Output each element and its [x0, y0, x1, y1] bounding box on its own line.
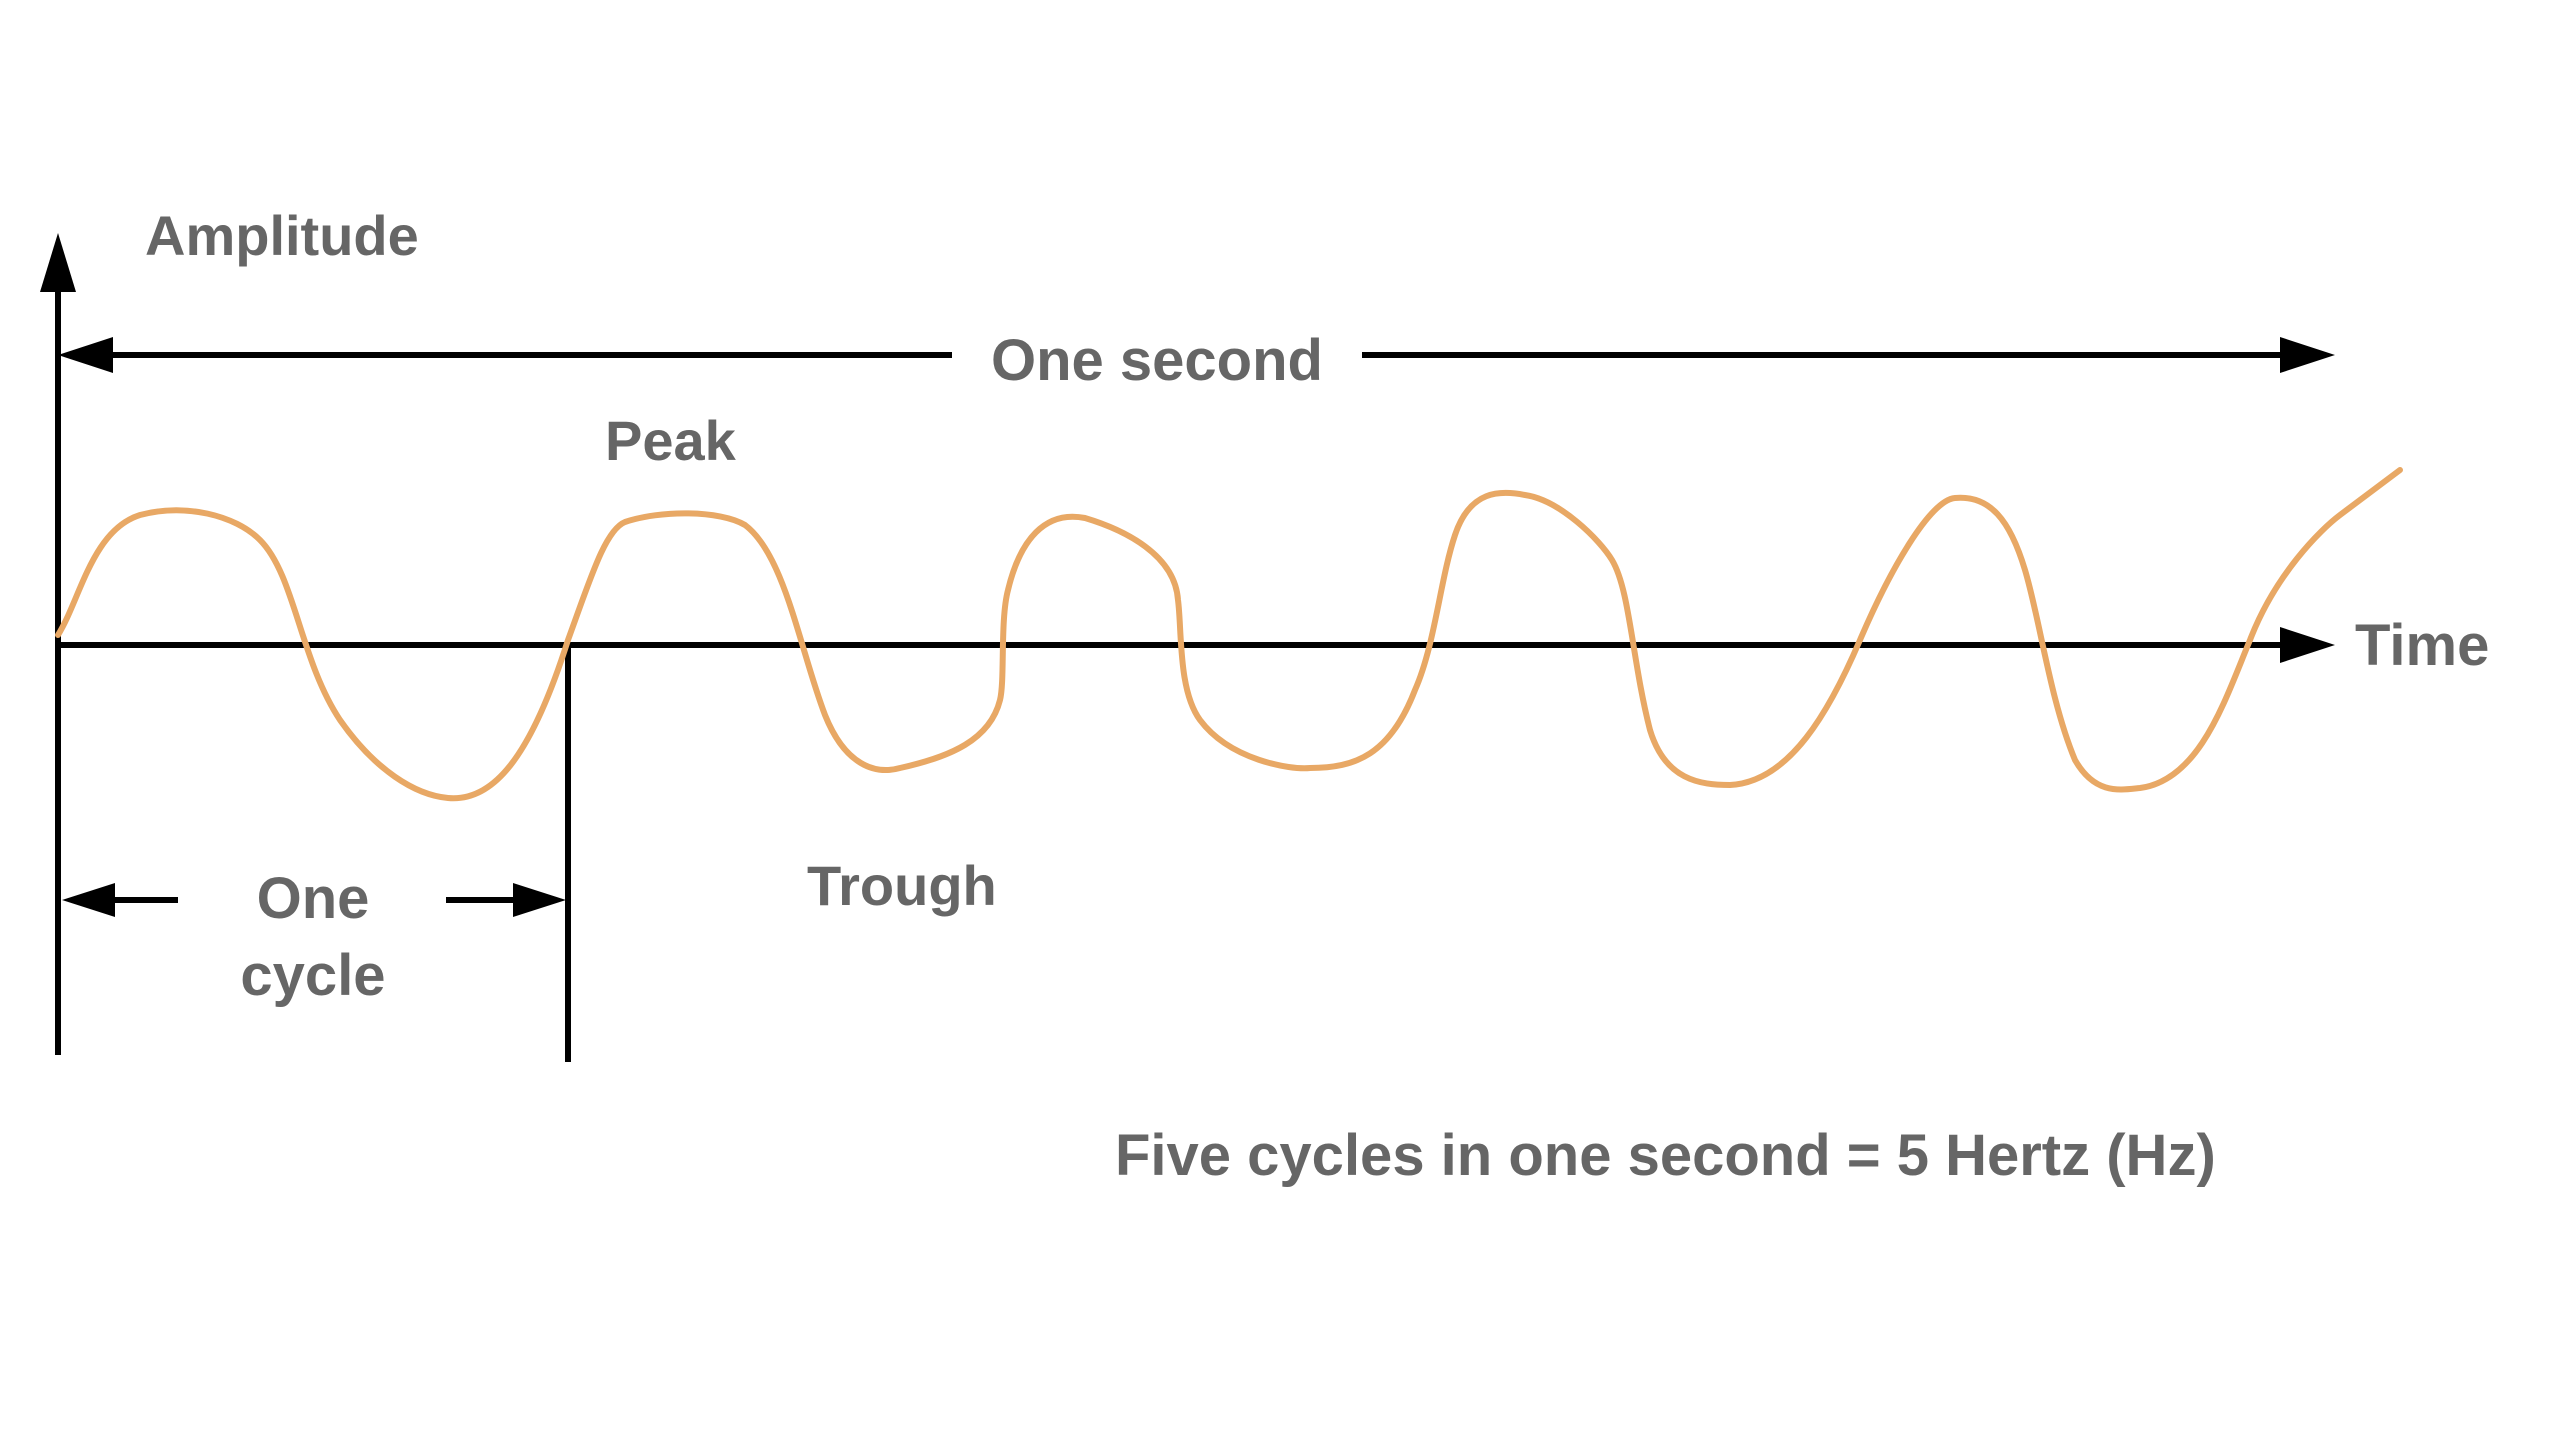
waveform — [55, 467, 2403, 802]
one-cycle-label-line2: cycle — [240, 943, 385, 1008]
one-second-left-arrowhead — [58, 337, 113, 373]
amplitude-axis-arrowhead — [40, 233, 76, 292]
one-second-right-arrowhead — [2280, 337, 2335, 373]
one-cycle-left-arrowhead — [62, 883, 115, 917]
one-cycle-label-line1: One — [257, 866, 370, 931]
one-cycle-right-arrowhead — [513, 883, 566, 917]
frequency-caption: Five cycles in one second = 5 Hertz (Hz) — [1115, 1123, 2216, 1188]
trough-label: Trough — [807, 854, 997, 917]
peak-label: Peak — [605, 409, 737, 472]
amplitude-label: Amplitude — [145, 204, 419, 267]
one-second-label: One second — [991, 328, 1323, 393]
time-axis-arrowhead — [2280, 627, 2335, 663]
time-label: Time — [2355, 613, 2489, 678]
